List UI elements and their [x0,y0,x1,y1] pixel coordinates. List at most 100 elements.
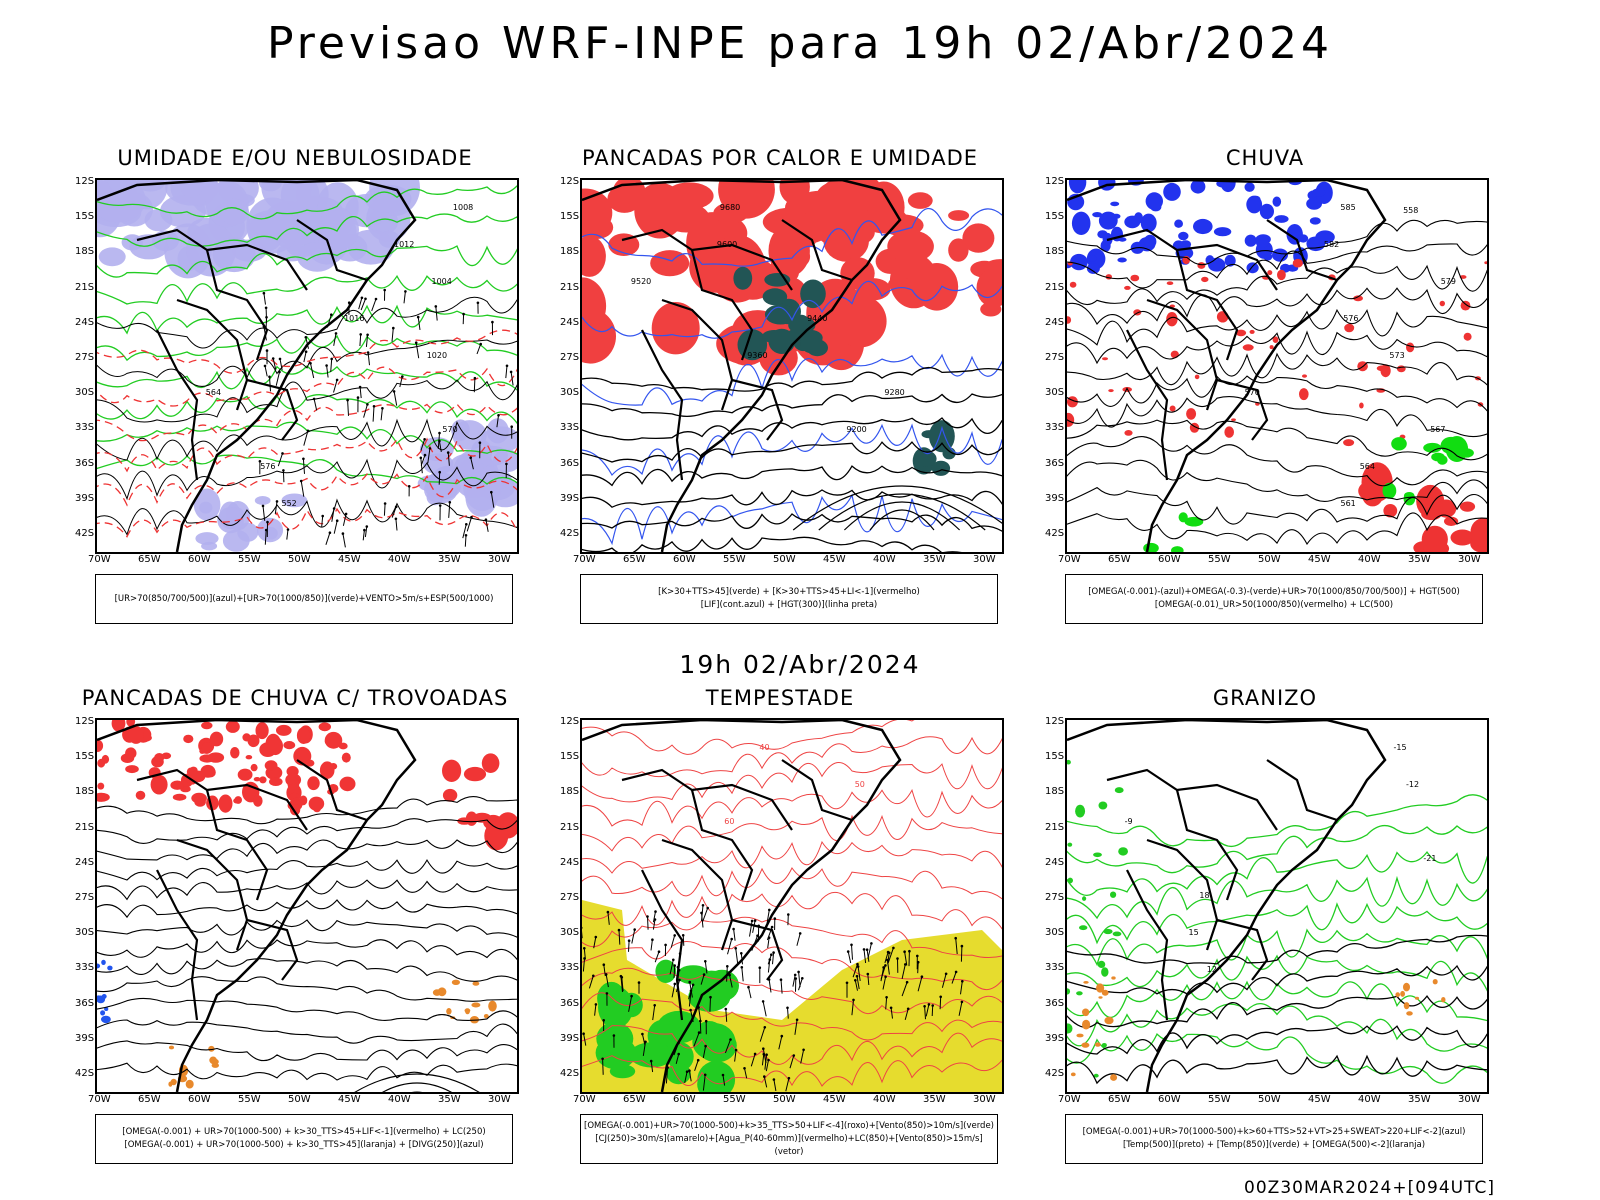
wind-vector-head [416,315,420,319]
contour-line [582,441,1002,463]
contour-label: 18 [1199,891,1209,900]
contour-line [97,919,517,938]
wind-vector-head [696,1058,700,1062]
coastline [1067,180,1387,552]
lon-tick-label: 45W [823,554,846,565]
lat-tick-label: 27S [1045,892,1065,903]
lon-tick-label: 70W [88,554,111,565]
wind-vector-head [490,490,493,494]
wind-vector-head [438,504,442,507]
field-blob [1231,418,1236,422]
wind-vector-head [866,972,870,976]
wind-vector [333,520,338,534]
state-border [731,378,784,441]
wind-vector-head [383,502,387,505]
contour-label: 552 [282,499,297,508]
wind-vector-head [617,928,621,932]
field-blob [1079,925,1088,931]
contour-line [97,458,517,501]
lat-tick-label: 21S [560,821,580,833]
wind-vector-head [801,977,804,980]
contour-line [97,976,517,1002]
wind-vector-head [758,966,762,969]
wind-vector-head [884,975,887,979]
wind-vector [286,529,289,540]
forecast-map: 585 582 579 576 573 570 567 564 561 558 [1065,178,1489,554]
field-blob [1259,203,1274,220]
wind-vector [620,976,623,993]
field-blob [296,727,311,744]
contour-line [1067,1033,1487,1084]
wind-vector [733,928,736,941]
wind-vector [654,951,660,963]
field-blob [768,328,796,354]
state-border [246,918,299,981]
wind-vector-head [646,915,649,918]
wind-vector [447,452,450,466]
field-blob [320,209,359,250]
field-blob [1201,276,1209,283]
field-blob [1092,212,1103,218]
contour-line [97,1040,517,1062]
wind-vector [924,1006,926,1020]
field-blob [1459,501,1476,512]
wind-vector [767,959,771,973]
legend-line: [LIF](cont.azul) + [HGT(300)](linha pret… [700,600,878,610]
field-blob [464,1008,471,1013]
legend-line: [Temp(500)](preto) + [Temp(850)](verde) … [1122,1140,1426,1150]
contour-line [97,365,517,391]
field-blob [470,1016,479,1024]
lat-tick-label: 39S [560,1032,580,1044]
field-blob [1396,365,1406,373]
lat-tick-label: 18S [1045,786,1065,798]
contour-label: 558 [1403,206,1418,215]
wind-vector [856,976,860,990]
field-blob [481,753,500,773]
lon-tick-label: 35W [1408,554,1431,565]
field-blob [1163,182,1181,201]
wind-vector-head [657,950,661,953]
wind-vector [505,365,508,379]
lon-tick-label: 40W [873,554,896,565]
wind-vector [372,406,375,422]
lon-tick-label: 35W [438,554,461,565]
wind-vector-head [464,534,468,537]
field-blob [1111,976,1116,980]
field-blob [189,770,206,783]
panel-legend: [OMEGA(-0.001)+UR>70(1000-500)+k>35_TTS>… [580,1114,998,1164]
panel-umidade: UMIDADE E/OU NEBULOSIDADE 1008 1012 1004 101… [75,146,555,624]
wind-vector-head [594,935,598,939]
contour-line [582,762,1002,803]
wind-vector-head [619,974,623,978]
wind-vector-head [419,456,423,460]
field-blob [1112,931,1122,937]
field-blob [582,308,616,364]
lat-tick-label: 30S [1045,387,1065,399]
wind-vector-head [335,378,339,382]
contour-line [1067,980,1487,1022]
field-blob [1171,546,1184,552]
field-blob [1246,195,1263,214]
wind-vector-head [278,357,282,361]
field-blob [97,995,106,1004]
wind-vector-head [768,958,772,961]
wind-vector-head [779,978,783,981]
wind-vector [709,997,711,1012]
field-blob [476,445,508,466]
lon-tick-label: 70W [1058,1094,1081,1105]
field-blob [1353,295,1363,302]
field-blob [907,192,933,209]
panel-legend: [OMEGA(-0.001)+UR>70(1000-500)+k>60+TTS>… [1065,1114,1483,1164]
wind-vector-head [649,1059,653,1063]
wind-vector [767,937,770,949]
wind-vector [702,1046,707,1059]
forecast-map: 1008 1012 1004 1016 1020 564 570 576 552 [95,178,519,554]
field-blob [1406,342,1415,353]
wind-vector-head [852,998,855,1002]
wind-vector-head [304,350,308,353]
contour-line [97,473,517,507]
wind-vector-head [341,532,345,535]
wind-vector [607,912,610,925]
wind-vector [863,949,867,964]
lat-tick-label: 39S [1045,492,1065,504]
